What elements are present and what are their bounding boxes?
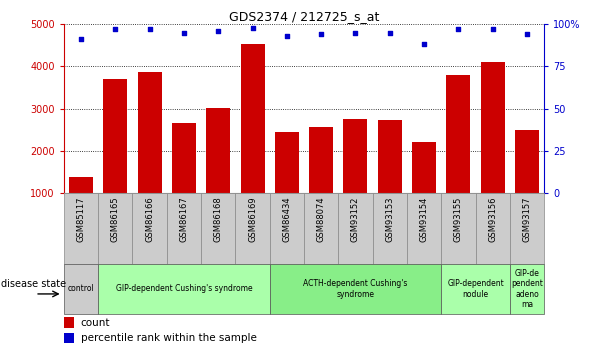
Bar: [309, 127, 333, 235]
Point: [247, 25, 257, 30]
Point: [282, 33, 292, 39]
Title: GDS2374 / 212725_s_at: GDS2374 / 212725_s_at: [229, 10, 379, 23]
Bar: [441, 193, 475, 264]
Point: [454, 27, 463, 32]
Text: GSM86166: GSM86166: [145, 197, 154, 243]
Point: [111, 27, 120, 32]
Text: GSM93155: GSM93155: [454, 197, 463, 242]
Bar: [270, 193, 304, 264]
Text: GIP-dependent
nodule: GIP-dependent nodule: [447, 279, 504, 299]
Bar: [510, 264, 544, 314]
Point: [419, 42, 429, 47]
Point: [145, 27, 154, 32]
Bar: [407, 193, 441, 264]
Text: GSM86165: GSM86165: [111, 197, 120, 242]
Bar: [270, 264, 441, 314]
Text: ACTH-dependent Cushing's
syndrome: ACTH-dependent Cushing's syndrome: [303, 279, 407, 299]
Bar: [98, 193, 133, 264]
Bar: [69, 177, 93, 235]
Bar: [412, 142, 436, 235]
Bar: [275, 132, 299, 235]
Point: [179, 30, 188, 36]
Bar: [344, 119, 367, 235]
Point: [488, 27, 497, 32]
Text: GSM93154: GSM93154: [420, 197, 429, 242]
Bar: [235, 193, 270, 264]
Bar: [64, 333, 74, 344]
Bar: [172, 124, 196, 235]
Bar: [378, 120, 402, 235]
Point: [351, 30, 361, 36]
Text: count: count: [81, 318, 110, 328]
Text: GSM86167: GSM86167: [179, 197, 188, 243]
Text: GSM86434: GSM86434: [282, 197, 291, 242]
Bar: [373, 193, 407, 264]
Bar: [475, 193, 510, 264]
Text: GSM93156: GSM93156: [488, 197, 497, 242]
Bar: [206, 108, 230, 235]
Bar: [64, 193, 98, 264]
Bar: [98, 264, 270, 314]
Text: GSM86169: GSM86169: [248, 197, 257, 242]
Bar: [201, 193, 235, 264]
Text: GIP-de
pendent
adeno
ma: GIP-de pendent adeno ma: [511, 269, 543, 309]
Text: disease state: disease state: [1, 279, 66, 289]
Bar: [481, 62, 505, 235]
Text: GSM85117: GSM85117: [77, 197, 86, 242]
Bar: [304, 193, 338, 264]
Text: GIP-dependent Cushing's syndrome: GIP-dependent Cushing's syndrome: [116, 284, 252, 294]
Point: [213, 28, 223, 34]
Text: GSM86168: GSM86168: [214, 197, 223, 243]
Bar: [241, 44, 264, 235]
Point: [76, 37, 86, 42]
Text: GSM93157: GSM93157: [522, 197, 531, 242]
Text: percentile rank within the sample: percentile rank within the sample: [81, 333, 257, 343]
Point: [385, 30, 395, 36]
Point: [316, 31, 326, 37]
Bar: [510, 193, 544, 264]
Bar: [133, 193, 167, 264]
Bar: [446, 75, 471, 235]
Text: control: control: [67, 284, 94, 294]
Bar: [441, 264, 510, 314]
Text: GSM88074: GSM88074: [317, 197, 326, 242]
Bar: [64, 317, 74, 328]
Point: [522, 31, 532, 37]
Bar: [338, 193, 373, 264]
Bar: [64, 264, 98, 314]
Bar: [167, 193, 201, 264]
Bar: [103, 79, 127, 235]
Text: GSM93153: GSM93153: [385, 197, 394, 242]
Bar: [515, 130, 539, 235]
Text: GSM93152: GSM93152: [351, 197, 360, 242]
Bar: [137, 72, 162, 235]
